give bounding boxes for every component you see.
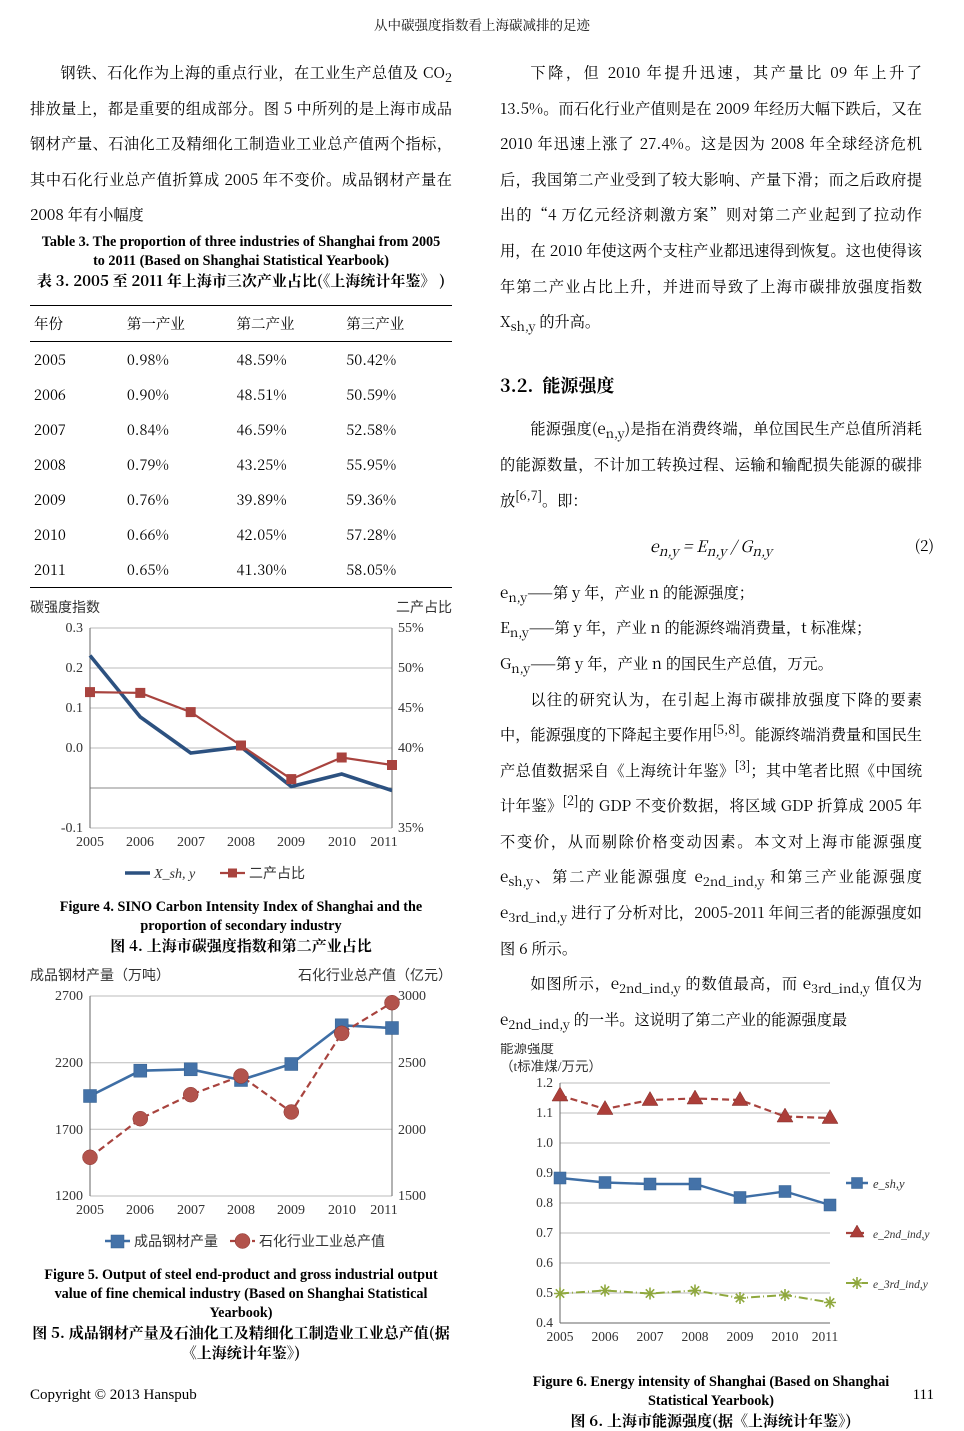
svg-text:石化行业总产值（亿元）: 石化行业总产值（亿元） — [298, 968, 452, 984]
svg-text:成品钢材产量（万吨）: 成品钢材产量（万吨） — [30, 968, 170, 984]
svg-text:2500: 2500 — [398, 1056, 426, 1071]
svg-text:0.2: 0.2 — [66, 661, 84, 676]
svg-text:35%: 35% — [398, 821, 424, 836]
svg-text:二产占比: 二产占比 — [249, 866, 305, 882]
svg-text:-0.1: -0.1 — [61, 821, 83, 836]
svg-text:2011: 2011 — [370, 835, 397, 850]
svg-text:40%: 40% — [398, 741, 424, 756]
svg-text:2000: 2000 — [398, 1123, 426, 1138]
svg-text:1.2: 1.2 — [536, 1075, 553, 1090]
svg-text:2006: 2006 — [126, 1203, 154, 1218]
svg-text:2011: 2011 — [370, 1203, 397, 1218]
svg-text:能源强度: 能源强度 — [500, 1043, 554, 1056]
svg-text:2006: 2006 — [126, 835, 154, 850]
svg-text:e_3rd_ind,y: e_3rd_ind,y — [873, 1279, 929, 1291]
svg-text:1200: 1200 — [55, 1189, 83, 1204]
svg-text:0.9: 0.9 — [536, 1165, 553, 1180]
svg-text:石化行业工业总产值: 石化行业工业总产值 — [259, 1234, 385, 1250]
svg-text:成品钢材产量: 成品钢材产量 — [134, 1234, 218, 1250]
svg-text:碳强度指数: 碳强度指数 — [30, 600, 100, 616]
svg-text:0.0: 0.0 — [66, 741, 84, 756]
svg-text:3000: 3000 — [398, 989, 426, 1004]
svg-text:2010: 2010 — [328, 835, 356, 850]
svg-text:0.7: 0.7 — [536, 1225, 553, 1240]
svg-text:2011: 2011 — [812, 1329, 839, 1344]
svg-text:1500: 1500 — [398, 1189, 426, 1204]
svg-text:2007: 2007 — [637, 1329, 664, 1344]
svg-text:2005: 2005 — [76, 1203, 104, 1218]
svg-text:2009: 2009 — [277, 835, 305, 850]
svg-text:2007: 2007 — [177, 835, 205, 850]
svg-text:2006: 2006 — [592, 1329, 619, 1344]
svg-text:0.1: 0.1 — [66, 701, 84, 716]
svg-text:2008: 2008 — [682, 1329, 709, 1344]
svg-text:2009: 2009 — [277, 1203, 305, 1218]
svg-text:X_sh, y: X_sh, y — [153, 867, 196, 882]
svg-text:2009: 2009 — [727, 1329, 754, 1344]
svg-text:2700: 2700 — [55, 989, 83, 1004]
svg-text:0.8: 0.8 — [536, 1195, 553, 1210]
svg-text:e_2nd_ind,y: e_2nd_ind,y — [873, 1229, 930, 1241]
svg-text:45%: 45% — [398, 701, 424, 716]
svg-text:2010: 2010 — [328, 1203, 356, 1218]
svg-text:50%: 50% — [398, 661, 424, 676]
svg-text:2008: 2008 — [227, 1203, 255, 1218]
svg-text:0.3: 0.3 — [66, 621, 84, 636]
svg-text:2005: 2005 — [76, 835, 104, 850]
svg-text:2005: 2005 — [547, 1329, 574, 1344]
svg-text:0.5: 0.5 — [536, 1285, 553, 1300]
svg-text:2007: 2007 — [177, 1203, 205, 1218]
svg-text:二产占比: 二产占比 — [396, 600, 452, 616]
svg-text:2008: 2008 — [227, 835, 255, 850]
svg-text:2200: 2200 — [55, 1056, 83, 1071]
svg-text:1.1: 1.1 — [536, 1105, 553, 1120]
svg-text:55%: 55% — [398, 621, 424, 636]
svg-text:1.0: 1.0 — [536, 1135, 553, 1150]
svg-text:0.6: 0.6 — [536, 1255, 553, 1270]
svg-text:（t标准煤/万元）: （t标准煤/万元） — [500, 1059, 602, 1074]
svg-text:1700: 1700 — [55, 1123, 83, 1138]
svg-text:2010: 2010 — [772, 1329, 799, 1344]
svg-text:0.4: 0.4 — [536, 1315, 553, 1330]
svg-text:e_sh,y: e_sh,y — [873, 1177, 905, 1191]
